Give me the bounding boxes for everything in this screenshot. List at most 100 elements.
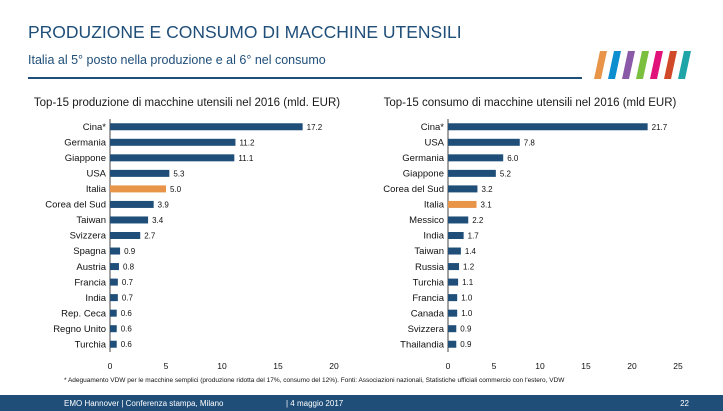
bar xyxy=(110,340,117,348)
bar xyxy=(110,278,118,286)
bar xyxy=(110,185,166,193)
category-label: Taiwan xyxy=(414,246,444,257)
bar xyxy=(110,294,118,302)
bar xyxy=(448,294,458,302)
category-label: Corea del Sud xyxy=(45,200,106,211)
bar xyxy=(110,247,121,255)
footer-bar xyxy=(0,395,723,411)
category-label: Turchia xyxy=(413,277,445,288)
data-label: 5.0 xyxy=(170,185,182,194)
data-label: 0.6 xyxy=(121,325,133,334)
x-tick-label: 20 xyxy=(627,361,637,371)
category-label: Italia xyxy=(424,200,445,211)
page-title: PRODUZIONE E CONSUMO DI MACCHINE UTENSIL… xyxy=(28,22,462,42)
data-label: 0.7 xyxy=(122,278,134,287)
category-label: Regno Unito xyxy=(53,324,106,335)
x-tick-label: 10 xyxy=(217,361,227,371)
chart-title: Top-15 produzione di macchine utensili n… xyxy=(34,97,340,109)
data-label: 1.4 xyxy=(465,247,477,256)
logo-stripe xyxy=(594,51,607,79)
data-label: 0.6 xyxy=(121,340,133,349)
bar xyxy=(448,309,458,317)
bar xyxy=(110,232,141,239)
category-label: India xyxy=(423,231,444,242)
category-label: Svizzera xyxy=(70,231,107,242)
category-label: Francia xyxy=(74,277,106,288)
bar xyxy=(448,278,459,286)
x-tick-label: 20 xyxy=(329,361,339,371)
data-label: 0.9 xyxy=(124,247,136,256)
x-tick-label: 0 xyxy=(108,361,113,371)
bar xyxy=(448,123,648,131)
data-label: 3.9 xyxy=(158,200,170,209)
data-label: 6.0 xyxy=(507,154,519,163)
category-label: Giappone xyxy=(65,153,106,164)
category-label: India xyxy=(85,293,106,304)
data-label: 11.1 xyxy=(238,154,254,163)
bar xyxy=(448,154,504,162)
bar xyxy=(110,263,119,271)
category-label: Cina* xyxy=(83,122,107,133)
footer-date: | 4 maggio 2017 xyxy=(286,399,344,408)
data-label: 3.1 xyxy=(481,200,493,209)
title-divider xyxy=(28,77,582,79)
page-number: 22 xyxy=(680,399,689,408)
data-label: 21.7 xyxy=(652,123,668,132)
logo-stripe xyxy=(622,51,635,79)
bar xyxy=(110,154,235,162)
category-label: Cina* xyxy=(421,122,445,133)
logo-stripe xyxy=(636,51,649,79)
bar xyxy=(448,169,496,177)
bar xyxy=(110,169,170,177)
data-label: 3.2 xyxy=(481,185,493,194)
data-label: 0.8 xyxy=(123,263,135,272)
data-label: 5.3 xyxy=(173,169,185,178)
category-label: Austria xyxy=(76,262,106,273)
data-label: 1.7 xyxy=(468,232,480,241)
emo-logo xyxy=(594,51,691,79)
consumption-chart: Top-15 consumo di macchine utensili nel … xyxy=(383,97,683,371)
category-label: Thailandia xyxy=(400,339,445,350)
category-label: USA xyxy=(86,169,106,180)
x-tick-label: 0 xyxy=(446,361,451,371)
category-label: Russia xyxy=(415,262,445,273)
data-label: 2.2 xyxy=(472,216,484,225)
logo-stripe xyxy=(608,51,621,79)
bar xyxy=(448,216,469,224)
category-label: Francia xyxy=(412,293,444,304)
category-label: Germania xyxy=(402,153,444,164)
category-label: Svizzera xyxy=(408,324,445,335)
data-label: 1.0 xyxy=(461,294,473,303)
bar xyxy=(448,247,461,255)
category-label: Giappone xyxy=(403,169,444,180)
category-label: Germania xyxy=(64,138,106,149)
data-label: 0.7 xyxy=(122,294,134,303)
bar xyxy=(448,263,460,271)
category-label: Turchia xyxy=(75,339,107,350)
data-label: 5.2 xyxy=(500,169,512,178)
x-tick-label: 25 xyxy=(673,361,683,371)
x-tick-label: 15 xyxy=(273,361,283,371)
bar xyxy=(110,216,149,224)
bar xyxy=(448,325,457,333)
data-label: 0.9 xyxy=(460,325,472,334)
data-label: 3.4 xyxy=(152,216,164,225)
data-label: 7.8 xyxy=(524,138,536,147)
bar xyxy=(110,123,303,131)
bar xyxy=(110,138,236,146)
data-label: 0.6 xyxy=(121,309,133,318)
bar xyxy=(110,200,154,208)
logo-stripe xyxy=(664,51,677,79)
category-label: Messico xyxy=(409,215,444,226)
category-label: Spagna xyxy=(73,246,106,257)
page-subtitle: Italia al 5° posto nella produzione e al… xyxy=(28,53,326,67)
data-label: 17.2 xyxy=(307,123,323,132)
bar xyxy=(448,138,520,146)
bar xyxy=(110,325,117,333)
x-tick-label: 5 xyxy=(164,361,169,371)
footnote: * Adeguamento VDW per le macchine sempli… xyxy=(64,377,565,384)
logo-stripe xyxy=(650,51,663,79)
chart-title: Top-15 consumo di macchine utensili nel … xyxy=(384,97,677,109)
bar xyxy=(448,340,457,348)
production-chart: Top-15 produzione di macchine utensili n… xyxy=(34,97,340,371)
